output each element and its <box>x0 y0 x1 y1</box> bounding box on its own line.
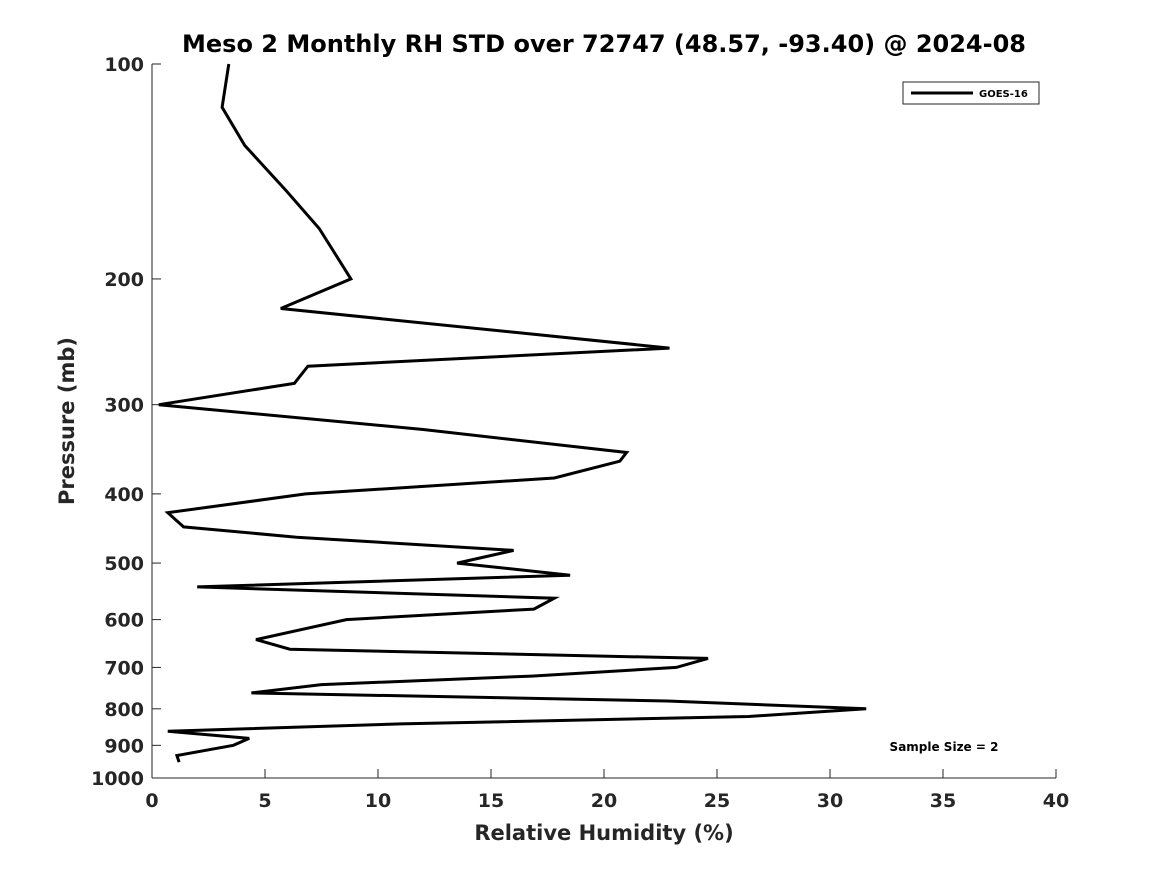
x-axis-label: Relative Humidity (%) <box>474 821 733 845</box>
y-tick-label: 900 <box>104 735 144 757</box>
y-tick-label: 300 <box>104 395 144 417</box>
x-tick-label: 20 <box>591 790 617 812</box>
x-tick-label: 5 <box>258 790 271 812</box>
y-tick-label: 700 <box>104 657 144 679</box>
x-tick-label: 35 <box>930 790 956 812</box>
x-tick-label: 10 <box>365 790 391 812</box>
y-tick-label: 800 <box>104 699 144 721</box>
chart-title: Meso 2 Monthly RH STD over 72747 (48.57,… <box>182 30 1026 58</box>
y-tick-label: 200 <box>104 269 144 291</box>
x-tick-label: 30 <box>817 790 843 812</box>
sample-size-annotation: Sample Size = 2 <box>890 740 999 754</box>
y-tick-label: 500 <box>104 553 144 575</box>
x-tick-label: 15 <box>478 790 504 812</box>
x-tick-label: 25 <box>704 790 730 812</box>
plot-area: 0 5 10 15 20 25 30 35 40 100 200 300 400 500 600 700 800… <box>91 54 1069 812</box>
y-tick-label: 600 <box>104 610 144 632</box>
y-tick-label: 400 <box>104 484 144 506</box>
y-tick-label: 1000 <box>91 768 144 790</box>
y-tick-label: 100 <box>104 54 144 76</box>
x-tick-label: 40 <box>1043 790 1069 812</box>
legend-label: GOES-16 <box>979 89 1028 100</box>
series-line-goes-16 <box>158 63 867 763</box>
x-tick-label: 0 <box>145 790 158 812</box>
legend: GOES-16 <box>902 81 1040 105</box>
y-axis-label: Pressure (mb) <box>55 337 79 505</box>
